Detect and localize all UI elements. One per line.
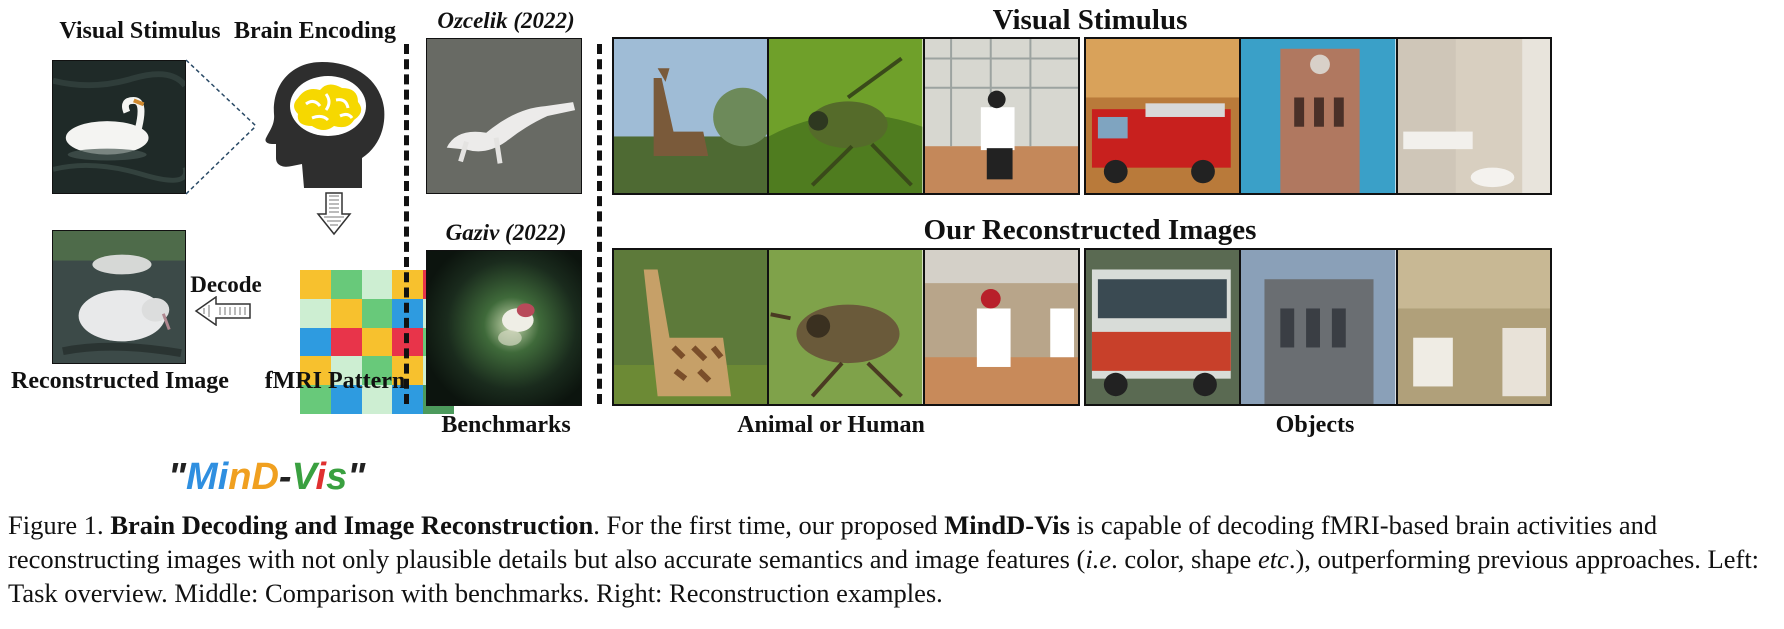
brain-head-icon (265, 62, 385, 188)
fmri-voxel-cell (330, 298, 362, 328)
photo-divider (1239, 37, 1241, 195)
left-arrow-icon (194, 296, 251, 326)
projection-lines (185, 59, 257, 195)
caption-title: Brain Decoding and Image Reconstruction (110, 510, 594, 540)
fmri-voxel-cell (330, 327, 362, 357)
reconstruction-group-animal (612, 248, 1080, 406)
logo-letter: - (278, 456, 292, 498)
figure-caption: Figure 1. Brain Decoding and Image Recon… (8, 508, 1778, 610)
reconstruction-group-objects (1084, 248, 1552, 406)
down-arrow-icon (316, 192, 352, 236)
objects-label: Objects (1275, 412, 1355, 438)
mindvis-logo: "MinD-Vis" (168, 456, 365, 499)
fmri-voxel-cell (300, 298, 331, 328)
photo-divider (767, 37, 769, 195)
animal-or-human-label: Animal or Human (737, 412, 925, 438)
caption-ie: i.e (1085, 544, 1112, 574)
fmri-voxel-cell (361, 298, 393, 328)
reconstructed-bird-image (52, 230, 186, 364)
logo-quote: " (347, 456, 366, 498)
logo-letter: n (228, 456, 252, 498)
logo-letter: D (251, 456, 279, 498)
caption-text-3: . color, shape (1111, 544, 1258, 574)
fmri-voxel-cell (330, 356, 362, 386)
fmri-voxel-cell (300, 327, 331, 357)
caption-text-2: is capable of decoding fMRI-based brain … (8, 510, 1658, 574)
photo-divider (1239, 248, 1241, 406)
ozcelik-label: Ozcelik (2022) (437, 8, 575, 33)
visual-stimulus-label: Visual Stimulus (59, 18, 221, 44)
caption-method-name: MindD-Vis (944, 510, 1070, 540)
ozcelik-result-image (426, 38, 582, 194)
visual-stimulus-title: Visual Stimulus (992, 4, 1188, 36)
stimulus-group-animal (612, 37, 1080, 195)
benchmarks-label: Benchmarks (441, 412, 571, 438)
photo-divider (1396, 248, 1398, 406)
caption-text-4: .), outperforming previous approaches. L… (8, 544, 1760, 608)
photo-divider (923, 248, 925, 406)
photo-divider (923, 37, 925, 195)
gaziv-result-image (426, 250, 582, 406)
fmri-voxel-cell (300, 385, 331, 414)
fmri-voxel-cell (300, 270, 331, 299)
fmri-voxel-cell (330, 270, 362, 299)
reconstructed-images-title: Our Reconstructed Images (923, 214, 1257, 246)
reconstructed-image-label: Reconstructed Image (11, 368, 229, 394)
caption-text-1: . For the first time, our proposed (593, 510, 945, 540)
photo-divider (767, 248, 769, 406)
photo-divider (1396, 37, 1398, 195)
swan-stimulus-image (52, 60, 186, 194)
separator-right (597, 44, 602, 404)
separator-left (404, 44, 409, 404)
decode-label: Decode (190, 272, 262, 297)
logo-quote: " (168, 456, 187, 498)
fmri-voxel-cell (361, 327, 393, 357)
logo-letter: i (217, 456, 229, 498)
caption-figure-number: Figure 1. (8, 510, 104, 540)
logo-letter: i (315, 456, 327, 498)
logo-letter: s (326, 456, 348, 498)
logo-letter: M (186, 456, 218, 498)
fmri-pattern-label: fMRI Pattern (264, 368, 406, 394)
brain-encoding-label: Brain Encoding (233, 18, 397, 44)
gaziv-label: Gaziv (2022) (445, 220, 567, 245)
logo-letter: V (291, 456, 316, 498)
fmri-voxel-cell (361, 385, 393, 414)
fmri-voxel-cell (330, 385, 362, 414)
fmri-voxel-cell (361, 356, 393, 386)
fmri-voxel-cell (300, 356, 331, 386)
stimulus-group-objects (1084, 37, 1552, 195)
fmri-voxel-cell (361, 270, 393, 299)
caption-etc: etc (1257, 544, 1289, 574)
